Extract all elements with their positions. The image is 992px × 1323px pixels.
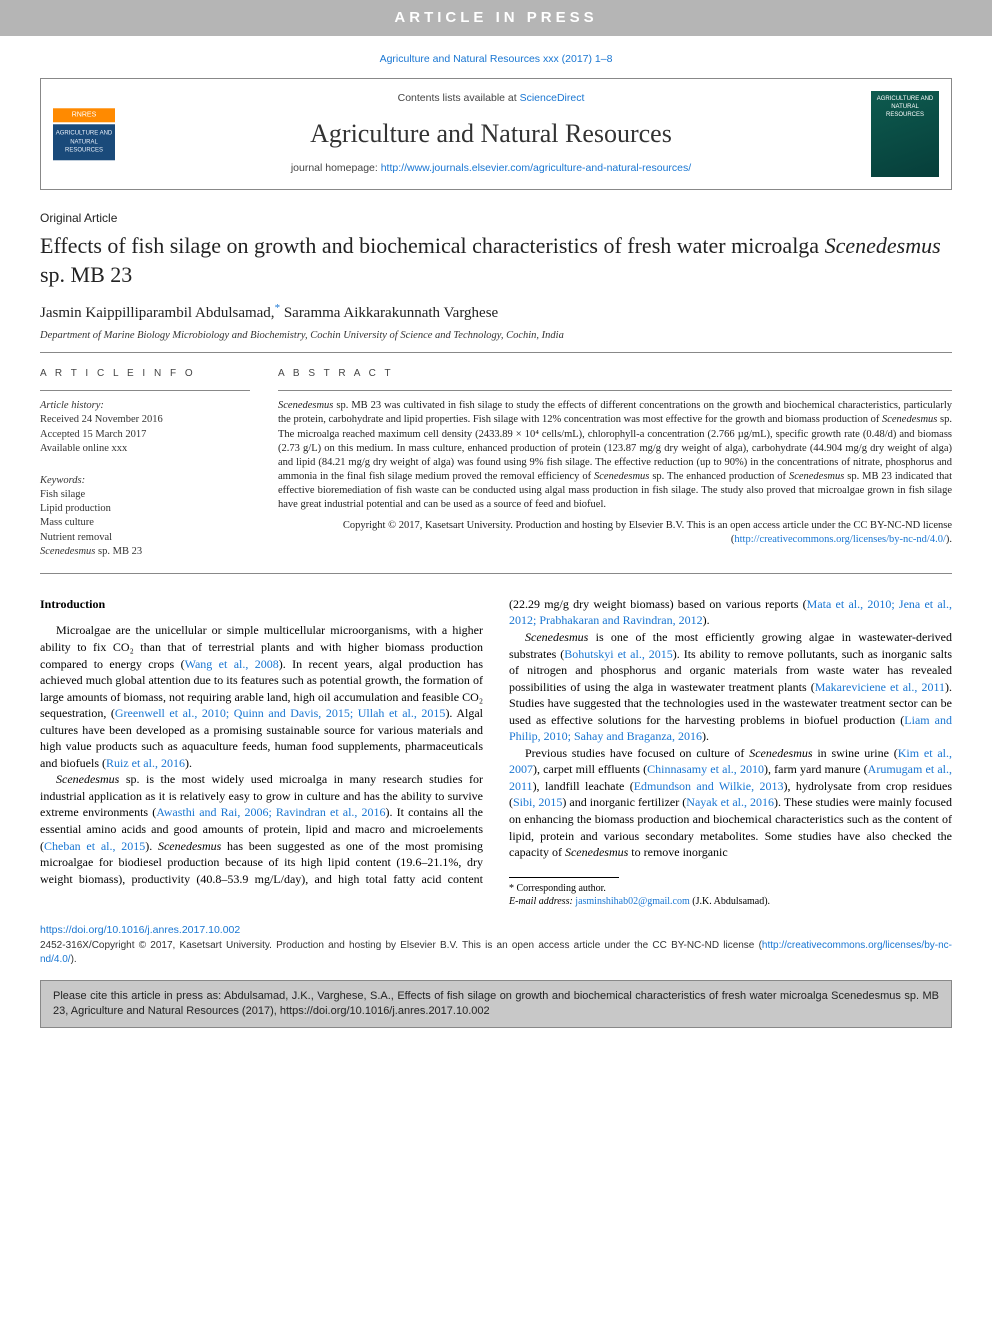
title-part-a: Effects of fish silage on growth and bio…	[40, 233, 825, 258]
p4e: ), landfill leachate (	[533, 779, 634, 793]
p4d: ), farm yard manure (	[764, 762, 868, 776]
p2c: ).	[145, 839, 158, 853]
p4g: ) and inorganic fertilizer (	[562, 795, 686, 809]
ref-greenwell-quinn-ullah[interactable]: Greenwell et al., 2010; Quinn and Davis,…	[115, 706, 446, 720]
abstract-heading: A B S T R A C T	[278, 367, 952, 381]
accepted-date: Accepted 15 March 2017	[40, 428, 250, 442]
title-italic: Scenedesmus	[825, 233, 941, 258]
affiliation: Department of Marine Biology Microbiolog…	[40, 329, 952, 343]
p2i: Scenedesmus	[56, 772, 119, 786]
p4i2: Scenedesmus	[565, 845, 628, 859]
corresponding-email-link[interactable]: jasminshihab02@gmail.com	[575, 896, 689, 907]
p2d: has	[221, 839, 249, 853]
keyword-2: Lipid production	[40, 502, 250, 516]
paragraph-4: Previous studies have focused on culture…	[509, 745, 952, 861]
email-suffix: (J.K. Abdulsamad).	[690, 896, 770, 907]
journal-code-tag: RNRES	[53, 108, 115, 121]
journal-homepage-line: journal homepage: http://www.journals.el…	[141, 161, 841, 175]
p2i2: Scenedesmus	[158, 839, 221, 853]
ref-chinnasamy-2010[interactable]: Chinnasamy et al., 2010	[647, 762, 764, 776]
p4a: Previous studies have focused on culture…	[525, 746, 749, 760]
journal-cover-thumbnail: AGRICULTURE AND NATURAL RESOURCES	[871, 91, 939, 177]
title-part-b: sp. MB 23	[40, 262, 132, 287]
divider	[40, 352, 952, 353]
p4j: to remove inorganic	[628, 845, 727, 859]
doi-link[interactable]: https://doi.org/10.1016/j.anres.2017.10.…	[40, 923, 952, 937]
abstract-block: A B S T R A C T Scenedesmus sp. MB 23 wa…	[278, 367, 952, 559]
p1d: ).	[185, 756, 192, 770]
homepage-prefix: journal homepage:	[291, 162, 381, 174]
elsevier-logo: RNRES AGRICULTURE AND NATURAL RESOURCES	[53, 108, 115, 159]
ab-t3: sp. The enhanced production of	[649, 471, 789, 482]
abstract-copyright: Copyright © 2017, Kasetsart University. …	[278, 519, 952, 547]
keyword-5-rest: sp. MB 23	[95, 546, 142, 557]
abstract-text: Scenedesmus sp. MB 23 was cultivated in …	[278, 399, 952, 512]
ref-wang-2008[interactable]: Wang et al., 2008	[185, 657, 279, 671]
p3d: ).	[702, 729, 709, 743]
article-info-heading: A R T I C L E I N F O	[40, 367, 250, 381]
ref-nayak-2016[interactable]: Nayak et al., 2016	[686, 795, 774, 809]
ref-sibi-2015[interactable]: Sibi, 2015	[513, 795, 562, 809]
p3i: Scenedesmus	[525, 630, 588, 644]
sciencedirect-link[interactable]: ScienceDirect	[520, 92, 585, 104]
copyright-end: ).	[946, 534, 952, 545]
journal-header-box: RNRES AGRICULTURE AND NATURAL RESOURCES …	[40, 78, 952, 189]
corresponding-label: * Corresponding author.	[509, 882, 952, 896]
keyword-5-italic: Scenedesmus	[40, 546, 95, 557]
ref-bohutskyi-2015[interactable]: Bohutskyi et al., 2015	[564, 647, 673, 661]
article-type-label: Original Article	[40, 210, 952, 226]
section-heading-introduction: Introduction	[40, 596, 483, 613]
article-info-block: A R T I C L E I N F O Article history: R…	[40, 367, 250, 559]
running-citation: Agriculture and Natural Resources xxx (2…	[0, 52, 992, 66]
sciencedirect-prefix: Contents lists available at	[398, 92, 520, 104]
keyword-3: Mass culture	[40, 516, 250, 530]
paragraph-1: Microalgae are the unicellular or simple…	[40, 622, 483, 771]
p2e: ).	[703, 613, 710, 627]
author-2: Saramma Aikkarakunnath Varghese	[280, 305, 498, 321]
p4b: in swine urine (	[813, 746, 898, 760]
article-meta-row: A R T I C L E I N F O Article history: R…	[40, 367, 952, 559]
online-date: Available online xxx	[40, 442, 250, 456]
email-label: E-mail address:	[509, 896, 575, 907]
ab-i1: Scenedesmus	[278, 400, 333, 411]
license-b: ).	[71, 954, 77, 965]
elsevier-block: AGRICULTURE AND NATURAL RESOURCES	[53, 124, 115, 160]
ref-makareviciene-2011[interactable]: Makareviciene et al., 2011	[815, 680, 945, 694]
corresponding-author-footnote: * Corresponding author. E-mail address: …	[509, 877, 952, 910]
ref-cheban-2015[interactable]: Cheban et al., 2015	[44, 839, 145, 853]
journal-name: Agriculture and Natural Resources	[141, 116, 841, 151]
article-in-press-banner: ARTICLE IN PRESS	[0, 0, 992, 36]
ab-i2: Scenedesmus	[882, 414, 937, 425]
keyword-1: Fish silage	[40, 488, 250, 502]
author-1: Jasmin Kaippilliparambil Abdulsamad,	[40, 305, 275, 321]
keyword-4: Nutrient removal	[40, 531, 250, 545]
history-label: Article history:	[40, 399, 250, 413]
sciencedirect-line: Contents lists available at ScienceDirec…	[141, 91, 841, 105]
ab-t1: sp. MB 23 was cultivated in fish silage …	[278, 400, 952, 425]
journal-homepage-link[interactable]: http://www.journals.elsevier.com/agricul…	[381, 162, 691, 174]
keyword-5: Scenedesmus sp. MB 23	[40, 545, 250, 559]
ref-edmundson-2013[interactable]: Edmundson and Wilkie, 2013	[634, 779, 784, 793]
divider	[40, 573, 952, 574]
author-list: Jasmin Kaippilliparambil Abdulsamad,* Sa…	[40, 301, 952, 323]
ref-awasthi-ravindran[interactable]: Awasthi and Rai, 2006; Ravindran et al.,…	[156, 805, 385, 819]
ref-ruiz-2016[interactable]: Ruiz et al., 2016	[106, 756, 185, 770]
p4i: Scenedesmus	[749, 746, 812, 760]
received-date: Received 24 November 2016	[40, 413, 250, 427]
keywords-label: Keywords:	[40, 474, 250, 488]
cc-license-link[interactable]: http://creativecommons.org/licenses/by-n…	[734, 534, 946, 545]
ab-i4: Scenedesmus	[789, 471, 844, 482]
license-footer: 2452-316X/Copyright © 2017, Kasetsart Un…	[40, 939, 952, 966]
license-a: 2452-316X/Copyright © 2017, Kasetsart Un…	[40, 940, 762, 951]
paragraph-3: Scenedesmus is one of the most efficient…	[509, 629, 952, 745]
article-title: Effects of fish silage on growth and bio…	[40, 232, 952, 289]
please-cite-box: Please cite this article in press as: Ab…	[40, 980, 952, 1028]
ab-i3: Scenedesmus	[594, 471, 649, 482]
p4c: ), carpet mill effluents (	[533, 762, 647, 776]
email-line: E-mail address: jasminshihab02@gmail.com…	[509, 895, 952, 909]
body-two-column: Introduction Microalgae are the unicellu…	[40, 596, 952, 909]
